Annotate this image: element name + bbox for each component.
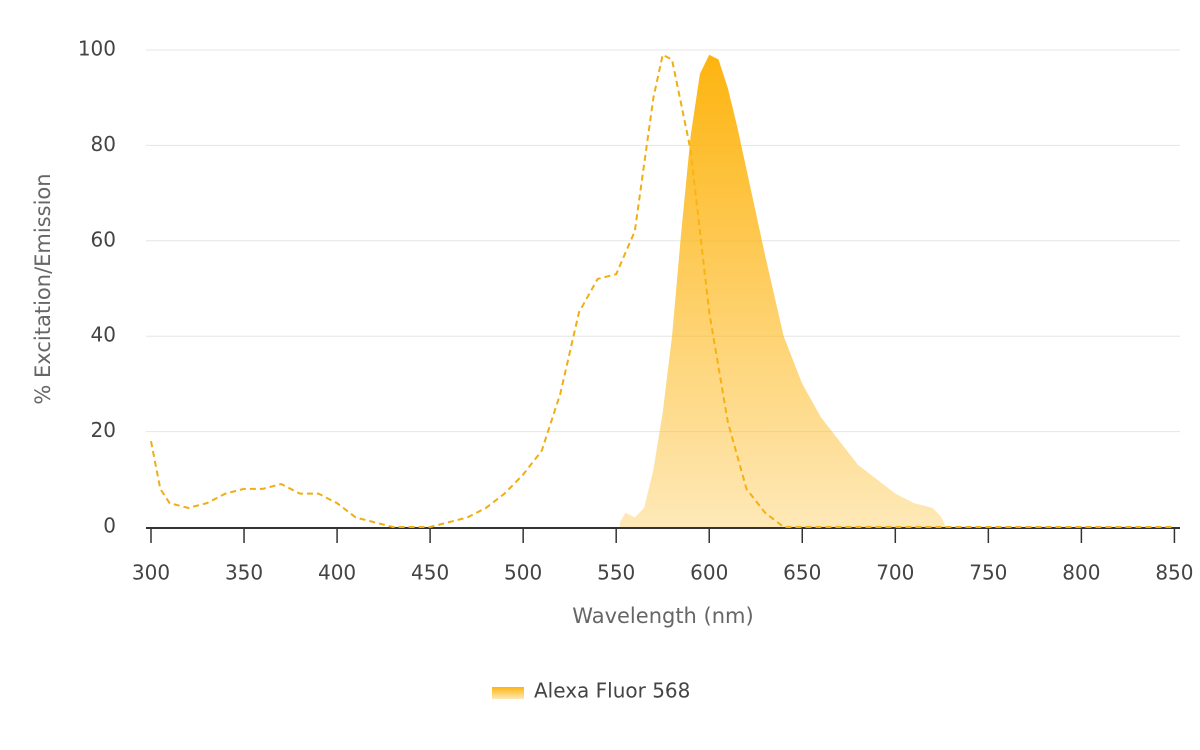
x-tick-label: 450 [411, 561, 449, 585]
y-tick-label: 20 [91, 418, 116, 442]
y-tick-label: 100 [78, 37, 116, 61]
y-axis-title: % Excitation/Emission [31, 173, 55, 404]
y-tick-label: 60 [91, 227, 116, 251]
emission-area [619, 54, 946, 528]
x-tick-label: 850 [1155, 561, 1193, 585]
y-tick-label: 0 [103, 514, 116, 538]
x-tick-label: 650 [783, 561, 821, 585]
x-tick-label: 400 [318, 561, 356, 585]
x-tick-label: 500 [504, 561, 542, 585]
x-tick-label: 350 [225, 561, 263, 585]
x-tick-label: 700 [876, 561, 914, 585]
y-tick-label: 80 [91, 132, 116, 156]
x-tick-label: 550 [597, 561, 635, 585]
x-axis-title: Wavelength (nm) [572, 604, 753, 628]
legend-label: Alexa Fluor 568 [534, 679, 690, 703]
x-tick-label: 800 [1062, 561, 1100, 585]
x-tick-label: 750 [969, 561, 1007, 585]
y-tick-label: 40 [91, 323, 116, 347]
x-tick-label: 600 [690, 561, 728, 585]
legend-swatch [492, 687, 524, 699]
x-tick-label: 300 [132, 561, 170, 585]
